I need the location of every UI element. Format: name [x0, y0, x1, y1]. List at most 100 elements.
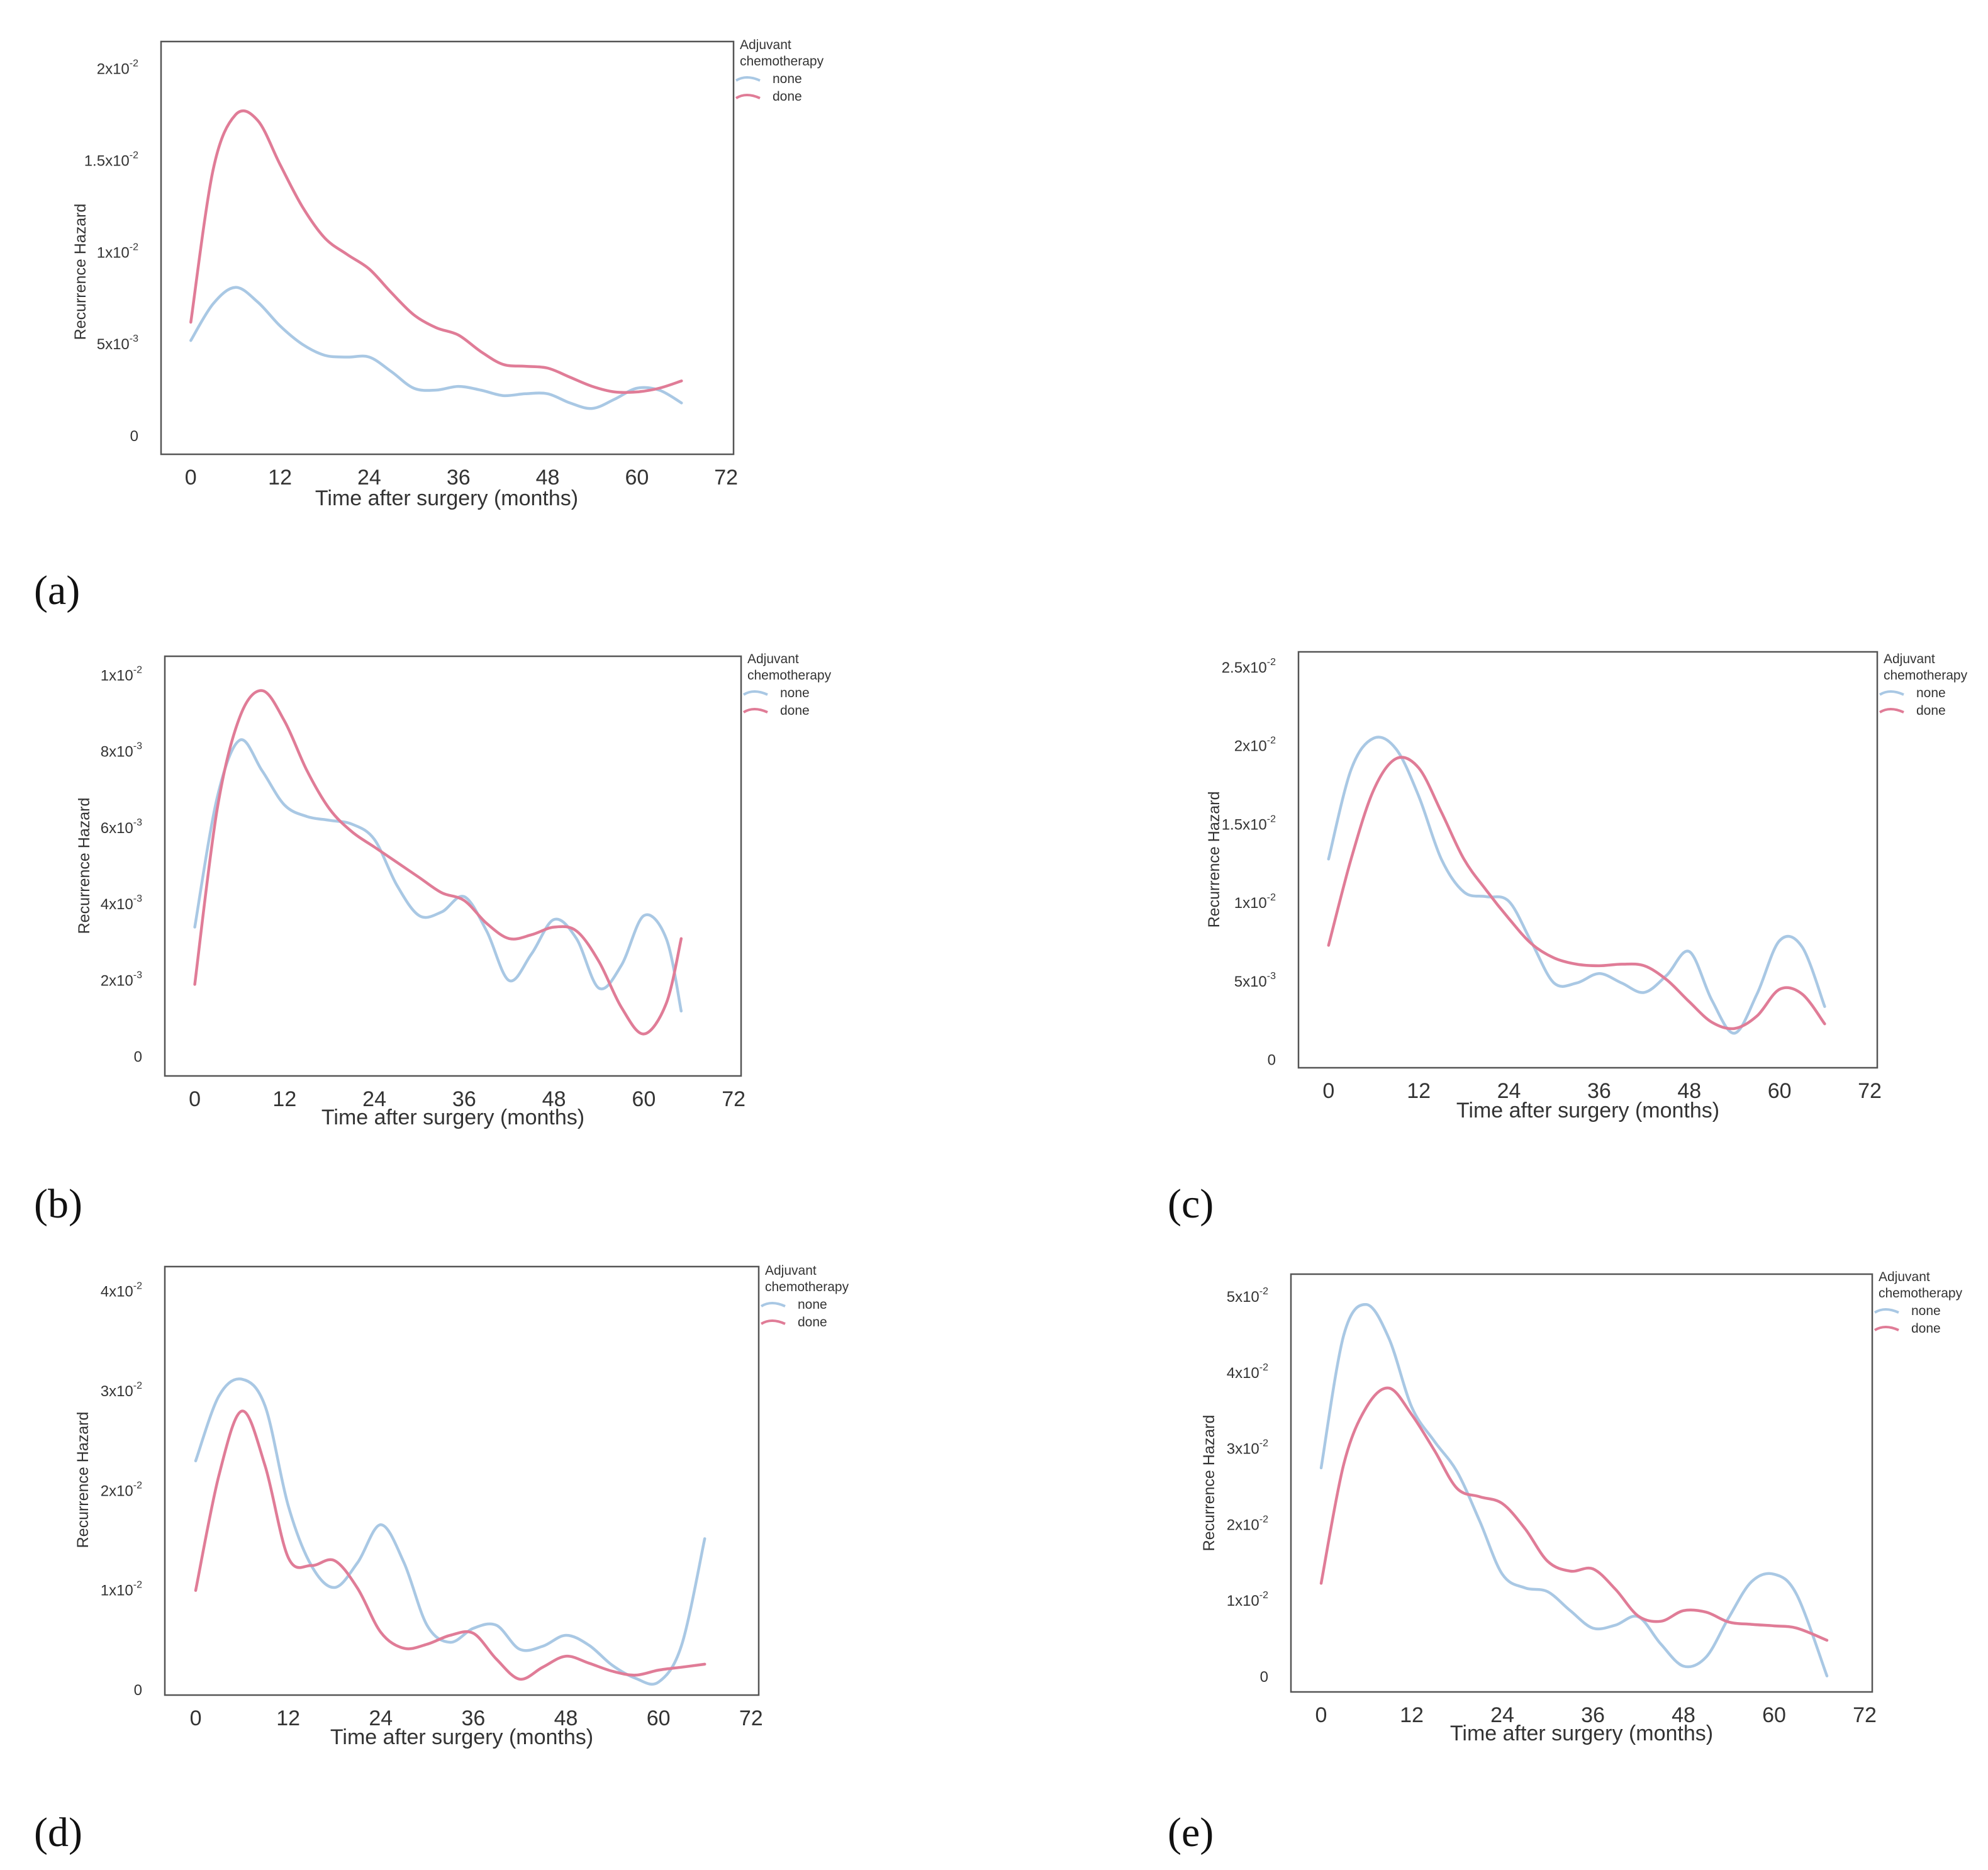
series-line-done: [193, 689, 683, 1036]
chart-panel-b: 0 12 24 36 48 60 72 0 2x10-3 4x10-3 6x10-3 8x10-3 1x…: [75, 652, 832, 1129]
x-tick-label: 36: [1581, 1703, 1605, 1727]
x-tick-label: 24: [362, 1087, 386, 1111]
y-tick-label: 1.5x10-2: [1222, 814, 1276, 833]
y-tick-label: 3x10-2: [1227, 1438, 1268, 1458]
legend: Adjuvant chemotherapy none done: [760, 1263, 849, 1330]
y-tick-label: 4x10-2: [1227, 1362, 1268, 1382]
legend-label-none: none: [798, 1297, 827, 1312]
x-tick-label: 0: [1322, 1079, 1334, 1103]
x-tick-label: 12: [1407, 1079, 1431, 1103]
legend-title: chemotherapy: [1879, 1286, 1963, 1301]
series-line-none: [193, 738, 683, 1013]
x-axis-label: Time after surgery (months): [330, 1725, 593, 1749]
series-line-none: [189, 286, 683, 410]
x-tick-label: 12: [276, 1706, 300, 1730]
legend-label-done: done: [1911, 1321, 1941, 1336]
legend-title: Adjuvant: [747, 652, 799, 666]
x-tick-label: 0: [185, 466, 197, 490]
x-tick-label: 72: [714, 466, 738, 490]
x-tick-label: 60: [1768, 1079, 1792, 1103]
x-tick-label: 72: [1858, 1079, 1882, 1103]
y-tick-label: 5x10-2: [1227, 1286, 1268, 1306]
series-line-done: [1319, 1386, 1829, 1642]
legend-swatch-done: [735, 94, 761, 99]
x-tick-label: 0: [189, 1087, 201, 1111]
legend-label-none: none: [780, 686, 810, 700]
y-tick-label: 0: [1260, 1669, 1268, 1686]
series-line-none: [194, 1377, 706, 1686]
legend-swatch-done: [1874, 1326, 1899, 1331]
x-tick-label: 36: [452, 1087, 476, 1111]
x-tick-label: 12: [1400, 1703, 1424, 1727]
legend-swatch-none: [735, 76, 761, 82]
panel-letter: (c): [1168, 1181, 1214, 1227]
y-tick-label: 2x10-2: [1234, 736, 1276, 755]
x-tick-label: 36: [1587, 1079, 1611, 1103]
x-tick-label: 12: [268, 466, 292, 490]
x-tick-label: 60: [1762, 1703, 1786, 1727]
x-tick-label: 36: [447, 466, 471, 490]
legend-title: chemotherapy: [740, 54, 824, 69]
chart-panel-a: 0 12 24 36 48 60 72 0 5x10-3 1x10-2 1.5x10-2 2x10-2…: [72, 38, 824, 510]
x-tick-label: 60: [625, 466, 649, 490]
legend-label-done: done: [773, 89, 802, 104]
legend-title: Adjuvant: [740, 38, 791, 52]
y-tick-label: 0: [130, 428, 138, 445]
y-tick-label: 4x10-3: [101, 893, 142, 913]
legend: Adjuvant chemotherapy none done: [742, 652, 832, 718]
x-axis-label: Time after surgery (months): [315, 486, 578, 510]
x-tick-label: 0: [1315, 1703, 1327, 1727]
x-tick-label: 48: [542, 1087, 566, 1111]
x-tick-label: 24: [369, 1706, 393, 1730]
panel-letter: (d): [34, 1810, 82, 1856]
series-line-done: [194, 1409, 706, 1681]
x-tick-label: 12: [272, 1087, 296, 1111]
y-tick-label: 1x10-2: [101, 664, 142, 684]
y-tick-label: 1x10-2: [101, 1580, 142, 1599]
chart-panel-d: 0 12 24 36 48 60 72 0 1x10-2 2x10-2 3x10-2 4x10-2 Ti…: [74, 1263, 849, 1749]
legend-swatch-done: [760, 1319, 786, 1325]
legend-swatch-none: [1879, 690, 1904, 696]
y-tick-label: 2.5x10-2: [1222, 657, 1276, 676]
legend-title: chemotherapy: [1884, 668, 1968, 683]
series-line-none: [1327, 736, 1826, 1035]
legend-label-done: done: [780, 703, 810, 718]
plot-frame: [1297, 651, 1879, 1069]
legend: Adjuvant chemotherapy none done: [1879, 652, 1968, 718]
y-axis-label: Recurrence Hazard: [72, 204, 89, 340]
x-tick-label: 36: [461, 1706, 485, 1730]
panel-letter: (e): [1168, 1810, 1214, 1856]
x-tick-label: 24: [1490, 1703, 1514, 1727]
legend-title: chemotherapy: [747, 668, 832, 683]
y-tick-label: 2x10-2: [1227, 1514, 1268, 1533]
x-tick-label: 48: [536, 466, 560, 490]
legend-label-done: done: [798, 1315, 827, 1330]
x-tick-label: 48: [1672, 1703, 1695, 1727]
plot-frame: [160, 40, 735, 456]
chart-panel-c: 0 12 24 36 48 60 72 0 5x10-3 1x10-2 1.5x10-2 2x10-2…: [1205, 651, 1968, 1123]
y-tick-label: 5x10-3: [1234, 971, 1276, 990]
x-tick-label: 24: [1497, 1079, 1521, 1103]
x-tick-label: 60: [632, 1087, 656, 1111]
y-tick-label: 1.5x10-2: [84, 150, 138, 170]
y-axis-label: Recurrence Hazard: [1200, 1415, 1218, 1552]
y-axis-label: Recurrence Hazard: [1205, 792, 1223, 928]
x-axis-label: Time after surgery (months): [1450, 1722, 1713, 1745]
legend-title: Adjuvant: [765, 1263, 817, 1278]
series-line-done: [189, 109, 683, 395]
y-axis-label: Recurrence Hazard: [74, 1412, 92, 1548]
y-tick-label: 1x10-2: [1234, 892, 1276, 912]
legend-swatch-none: [760, 1302, 786, 1307]
plot-frame: [164, 1265, 760, 1696]
x-axis-label: Time after surgery (months): [321, 1106, 584, 1129]
plot-frame: [1290, 1273, 1874, 1693]
legend-title: Adjuvant: [1884, 652, 1935, 666]
y-tick-label: 0: [134, 1682, 142, 1699]
legend-swatch-done: [742, 708, 768, 714]
y-tick-label: 0: [1268, 1052, 1276, 1069]
legend-swatch-none: [1874, 1308, 1899, 1314]
series-line-none: [1319, 1303, 1829, 1677]
panel-letter: (b): [34, 1181, 82, 1227]
y-tick-label: 2x10-2: [97, 59, 138, 78]
